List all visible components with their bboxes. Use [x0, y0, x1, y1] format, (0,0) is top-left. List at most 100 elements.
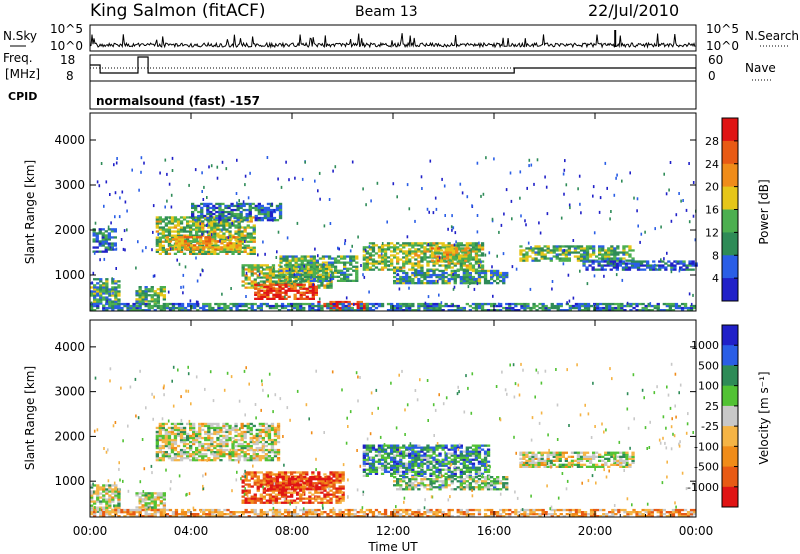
heatmap-cell-1-5	[399, 474, 403, 477]
heatmap-cell-0-11	[456, 273, 460, 277]
heatmap-cell-0-9	[327, 273, 332, 276]
heatmap-cell-1-3	[244, 493, 248, 496]
heatmap-cell-1-3	[241, 485, 245, 488]
heatmap-cell-1-3	[335, 477, 339, 480]
heatmap-cell-0-0	[93, 294, 97, 297]
heatmap-cell-1-2	[207, 446, 211, 450]
heatmap-cell-0-15	[390, 304, 394, 308]
heatmap-cell-0-14	[594, 268, 598, 271]
scatter-echo-0	[473, 287, 476, 291]
heatmap-cell-0-2	[138, 286, 142, 289]
scatter-echo-0	[421, 187, 423, 190]
heatmap-cell-1-2	[176, 451, 181, 454]
heatmap-cell-0-6	[247, 270, 251, 273]
heatmap-cell-0-14	[685, 264, 689, 267]
heatmap-cell-1-2	[186, 436, 190, 440]
heatmap-cell-0-15	[468, 304, 472, 308]
heatmap-cell-0-14	[591, 268, 595, 271]
heatmap-cell-0-9	[327, 279, 332, 282]
heatmap-cell-1-2	[204, 442, 208, 446]
scatter-echo-0	[452, 273, 454, 276]
heatmap-cell-0-5	[278, 204, 283, 208]
heatmap-cell-0-13	[601, 255, 605, 258]
heatmap-cell-0-10	[390, 268, 394, 271]
heatmap-cell-0-15	[90, 309, 94, 312]
heatmap-cell-0-5	[221, 216, 225, 220]
heatmap-cell-1-1	[147, 508, 151, 511]
heatmap-cell-1-4	[318, 482, 322, 485]
heatmap-cell-1-5	[371, 448, 376, 451]
heatmap-cell-0-7	[269, 289, 273, 292]
heatmap-cell-0-7	[257, 295, 261, 298]
heatmap-cell-0-3	[249, 234, 253, 237]
heatmap-cell-1-4	[327, 478, 331, 481]
heatmap-cell-0-10	[426, 260, 430, 263]
heatmap-cell-0-15	[293, 306, 297, 310]
heatmap-cell-0-10	[368, 252, 373, 255]
scatter-echo-0	[639, 240, 641, 244]
heatmap-cell-0-15	[235, 309, 239, 312]
heatmap-cell-0-14	[661, 266, 665, 269]
scatter-echo-0	[96, 180, 99, 184]
heatmap-cell-0-7	[257, 287, 261, 290]
heatmap-cell-0-15	[620, 302, 624, 306]
heatmap-cell-0-3	[155, 218, 159, 221]
heatmap-cell-0-15	[499, 302, 503, 306]
scatter-echo-0	[166, 172, 168, 176]
heatmap-cell-1-4	[291, 478, 295, 481]
heatmap-cell-0-10	[471, 266, 476, 269]
heatmap-cell-0-3	[155, 230, 159, 233]
heatmap-cell-1-2	[216, 422, 220, 426]
heatmap-cell-1-2	[182, 448, 187, 452]
heatmap-cell-0-1	[95, 240, 99, 243]
heatmap-cell-0-15	[111, 304, 115, 308]
heatmap-cell-0-5	[272, 216, 277, 220]
heatmap-cell-0-15	[417, 302, 421, 306]
heatmap-cell-1-2	[273, 434, 278, 438]
heatmap-cell-1-3	[262, 479, 266, 482]
heatmap-cell-0-15	[332, 302, 336, 306]
heatmap-cell-1-2	[170, 440, 175, 444]
heatmap-cell-0-10	[380, 256, 385, 259]
heatmap-cell-1-1	[153, 502, 157, 505]
heatmap-cell-0-4	[165, 248, 170, 251]
heatmap-cell-0-14	[643, 268, 647, 271]
heatmap-cell-0-13	[604, 255, 608, 258]
heatmap-cell-0-9	[285, 269, 289, 272]
heatmap-cell-0-15	[177, 309, 182, 312]
heatmap-cell-0-10	[435, 244, 439, 247]
heatmap-cell-0-10	[402, 256, 406, 259]
heatmap-cell-0-3	[216, 234, 220, 237]
heatmap-cell-0-12	[458, 257, 462, 260]
heatmap-cell-0-3	[210, 244, 214, 247]
heatmap-cell-1-3	[341, 493, 345, 496]
heatmap-cell-0-1	[95, 236, 99, 239]
heatmap-cell-0-3	[173, 230, 178, 233]
heatmap-cell-0-9	[303, 255, 307, 258]
heatmap-cell-0-5	[266, 206, 271, 210]
scatter-echo-0	[182, 285, 185, 289]
heatmap-cell-0-3	[252, 236, 256, 239]
heatmap-cell-1-0	[99, 506, 103, 509]
heatmap-cell-1-0	[114, 494, 118, 497]
heatmap-cell-0-9	[336, 275, 341, 278]
heatmap-cell-0-4	[214, 242, 218, 245]
heatmap-cell-0-4	[208, 236, 212, 239]
scatter-echo-0	[665, 192, 668, 196]
heatmap-cell-0-5	[260, 216, 264, 220]
heatmap-cell-1-2	[164, 438, 168, 442]
heatmap-cell-0-9	[309, 265, 313, 268]
heatmap-cell-0-9	[297, 273, 301, 276]
heatmap-cell-0-13	[610, 245, 614, 248]
heatmap-cell-0-14	[639, 262, 644, 265]
heatmap-cell-1-2	[270, 451, 275, 454]
heatmap-cell-1-3	[253, 473, 257, 476]
heatmap-cell-0-14	[682, 264, 686, 267]
heatmap-cell-0-15	[474, 309, 479, 312]
heatmap-cell-0-9	[288, 273, 292, 276]
heatmap-cell-0-4	[168, 238, 173, 241]
heatmap-cell-0-10	[480, 246, 485, 249]
heatmap-cell-0-10	[432, 262, 436, 265]
heatmap-cell-0-0	[105, 278, 109, 281]
heatmap-cell-0-15	[144, 304, 148, 308]
